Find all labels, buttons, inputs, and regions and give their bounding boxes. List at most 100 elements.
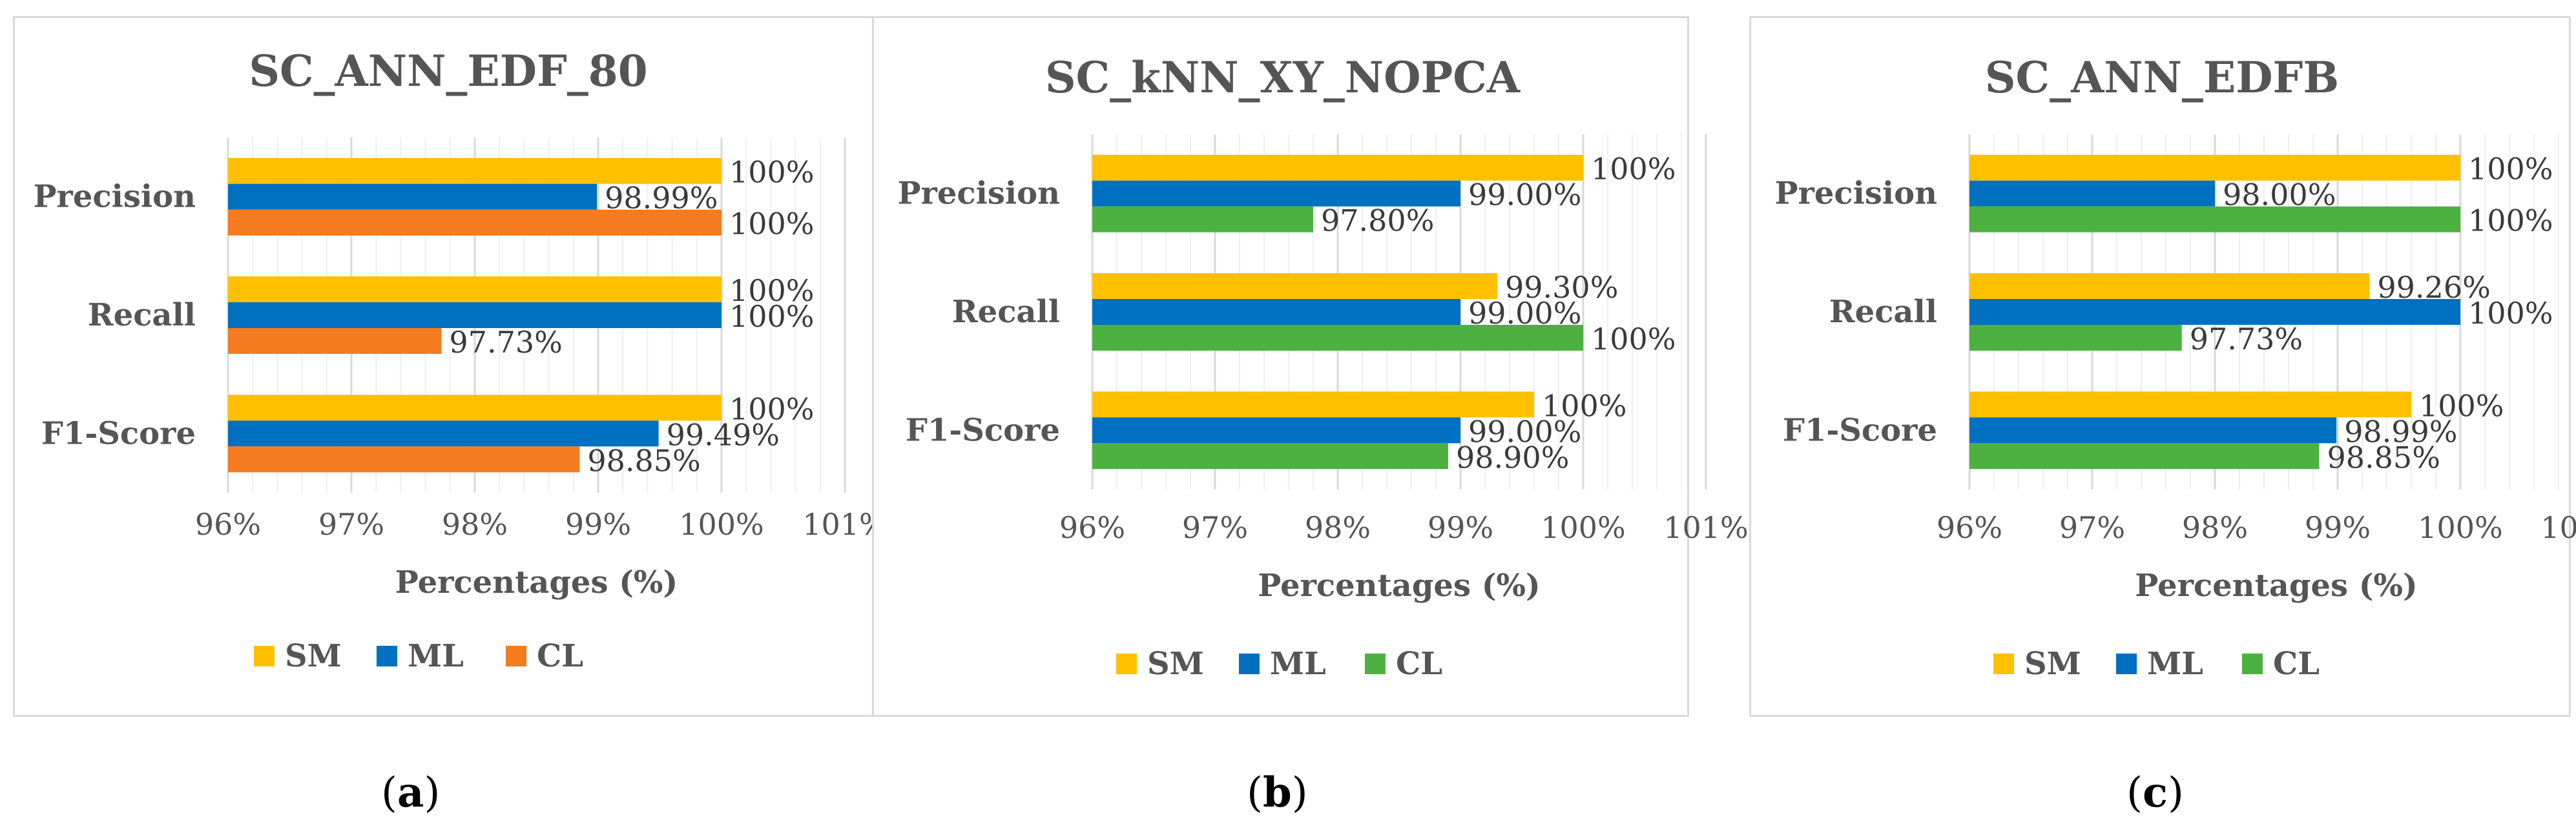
legend-label-ml: ML — [2147, 646, 2203, 682]
bar-sm — [1969, 154, 2460, 181]
data-label: 100% — [2468, 203, 2553, 238]
x-tick-label: 101% — [1663, 510, 1749, 545]
legend-swatch-cl — [2242, 654, 2263, 674]
category-label: F1-Score — [41, 415, 196, 451]
bar-ml — [228, 183, 597, 210]
data-label: 99.00% — [1468, 178, 1581, 212]
chart-title: SC_kNN_XY_NOPCA — [1045, 52, 1521, 103]
legend-label-ml: ML — [408, 638, 464, 674]
x-tick-label: 99% — [1428, 510, 1493, 545]
x-tick-label: 98% — [442, 507, 508, 542]
bar-cl — [228, 328, 442, 354]
x-axis-title: Percentages (%) — [395, 564, 678, 601]
bar-sm — [1969, 391, 2411, 418]
x-tick-label: 100% — [679, 507, 764, 542]
caption-letter: c — [2142, 768, 2168, 817]
x-tick-label: 96% — [1059, 510, 1125, 545]
bar-ml — [1969, 299, 2460, 325]
chart-title: SC_ANN_EDFB — [1985, 52, 2339, 103]
x-tick-label: 98% — [2182, 510, 2248, 545]
x-tick-label: 100% — [1541, 510, 1626, 545]
bar-sm — [228, 395, 722, 421]
bar-cl — [228, 209, 722, 236]
x-tick-label: 96% — [195, 507, 261, 542]
bar-sm — [1969, 273, 2370, 299]
bar-ml — [1969, 417, 2337, 444]
data-label: 100% — [729, 273, 815, 308]
x-tick-label: 101% — [2540, 510, 2576, 545]
data-label: 99.30% — [1505, 270, 1618, 305]
data-label: 98.99% — [2344, 414, 2457, 449]
bar-ml — [1092, 417, 1460, 444]
legend-label-cl: CL — [2273, 646, 2320, 682]
chart-panel-a: SC_ANN_EDF_80 96% 97% 98% 99% 100% 101% Precisi… — [13, 16, 888, 717]
data-label: 100% — [729, 207, 815, 242]
caption-letter: b — [1262, 768, 1292, 817]
legend-swatch-sm — [254, 646, 275, 666]
data-label: 100% — [1591, 322, 1676, 356]
data-label: 100% — [1542, 388, 1627, 423]
x-axis-title: Percentages (%) — [1258, 568, 1540, 604]
category-label: Recall — [952, 294, 1060, 330]
x-tick-label: 97% — [2059, 510, 2125, 545]
bar-ml — [1969, 180, 2215, 207]
caption-open: ( — [2126, 769, 2143, 817]
bar-ml — [228, 420, 659, 447]
legend-label-sm: SM — [1147, 646, 1204, 682]
legend-label-cl: CL — [1396, 646, 1442, 682]
bar-cl — [1092, 206, 1313, 232]
data-label: 97.73% — [2190, 322, 2303, 356]
data-label: 100% — [2468, 296, 2553, 331]
bar-sm — [1092, 273, 1497, 299]
chart-panel-c: SC_ANN_EDFB 96% 97% 98% 99% 100% 101% Precision… — [1749, 16, 2576, 717]
x-axis-title: Percentages (%) — [2135, 568, 2417, 604]
caption-close: ) — [1291, 769, 1308, 817]
bar-ml — [228, 302, 722, 328]
x-tick-label: 99% — [565, 507, 631, 542]
data-label: 100% — [729, 391, 815, 426]
data-label: 97.73% — [449, 325, 562, 360]
bar-chart-svg: SC_kNN_XY_NOPCA 96% 97% 98% 99% 100% 101% Preci… — [897, 52, 1748, 682]
bar-ml — [1092, 180, 1460, 207]
x-tick-label: 97% — [318, 507, 384, 542]
bar-cl — [1969, 206, 2460, 232]
legend-label-sm: SM — [285, 638, 342, 674]
bar-cl — [1092, 443, 1448, 469]
legend-swatch-ml — [1239, 654, 1260, 674]
legend-swatch-sm — [1993, 654, 2014, 674]
legend-swatch-ml — [377, 646, 397, 666]
category-label: Precision — [1774, 176, 1937, 212]
data-label: 98.90% — [1456, 440, 1569, 475]
x-tick-label: 100% — [2418, 510, 2503, 545]
data-label: 100% — [729, 299, 815, 334]
category-label: Recall — [1829, 294, 1937, 330]
x-tick-label: 96% — [1937, 510, 2002, 545]
legend-swatch-cl — [506, 646, 526, 666]
bar-cl — [1969, 325, 2182, 351]
legend-label-cl: CL — [537, 638, 583, 674]
bar-cl — [228, 446, 580, 473]
chart-title: SC_ANN_EDF_80 — [249, 46, 647, 96]
bar-cl — [1969, 443, 2320, 469]
data-label: 100% — [1591, 152, 1676, 187]
data-label: 100% — [729, 155, 815, 190]
category-label: Precision — [33, 179, 196, 215]
caption-c: (c) — [2126, 768, 2184, 817]
caption-letter: a — [397, 768, 424, 817]
x-tick-label: 98% — [1305, 510, 1371, 545]
bar-sm — [1092, 154, 1583, 181]
bar-ml — [1092, 299, 1460, 325]
caption-open: ( — [381, 769, 397, 817]
bar-chart-svg: SC_ANN_EDFB 96% 97% 98% 99% 100% 101% Precision… — [1774, 52, 2576, 682]
bar-sm — [228, 276, 722, 302]
caption-a: (a) — [381, 768, 440, 817]
bar-sm — [1092, 391, 1534, 418]
caption-b: (b) — [1247, 768, 1308, 817]
data-label: 99.00% — [1468, 414, 1581, 449]
category-label: Recall — [88, 297, 196, 333]
legend-label-sm: SM — [2024, 646, 2081, 682]
data-label: 97.80% — [1321, 203, 1434, 238]
legend-swatch-cl — [1365, 654, 1386, 674]
chart-panel-b: SC_kNN_XY_NOPCA 96% 97% 98% 99% 100% 101% Preci… — [872, 16, 1749, 717]
